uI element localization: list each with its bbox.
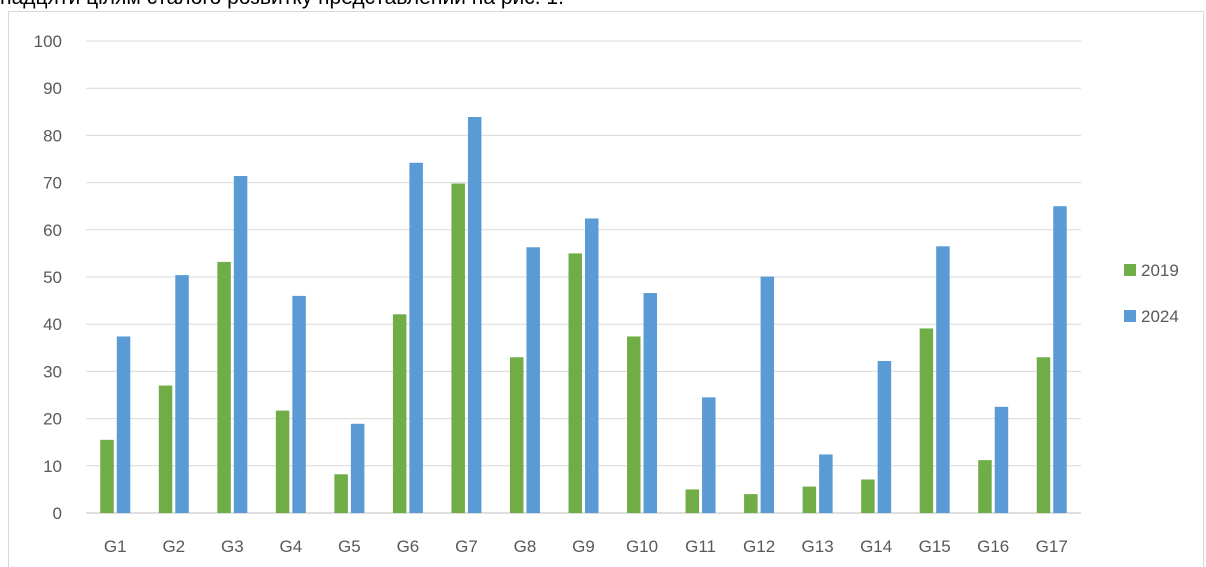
bar-2019-G5 [334,474,348,513]
x-category-label: G15 [919,537,951,556]
bar-2019-G8 [509,357,524,513]
bar-2019-G4 [275,410,290,513]
legend-swatch-2019 [1124,264,1136,276]
x-category-label: G5 [338,537,361,556]
y-tick-label: 100 [34,32,62,51]
bar-2019-G12 [744,494,758,513]
y-tick-label: 0 [53,504,62,523]
bar-2024-G17 [1053,206,1067,513]
bar-2024-G15 [936,246,950,513]
legend-label-2019: 2019 [1141,261,1179,280]
bar-2019-G15 [919,328,934,513]
x-category-label: G17 [1036,537,1068,556]
x-category-label: G8 [514,537,537,556]
bar-2024-G9 [585,218,599,514]
legend-swatch-2024 [1124,310,1136,322]
bar-2019-G16 [978,460,992,513]
y-axis-ticks: 0 10 20 30 40 50 60 70 80 90 100 [34,32,62,523]
bar-2019-G2 [158,385,173,513]
x-category-label: G1 [104,537,127,556]
gridlines [86,40,1081,514]
bar-2019-G13 [802,486,817,513]
bar-2024-G16 [994,406,1009,513]
cut-off-paragraph-text: надцяти цілям сталого розвитку представл… [0,0,564,10]
bar-2024-G2 [175,275,189,513]
x-category-label: G14 [860,537,892,556]
y-tick-label: 10 [43,457,62,476]
x-category-label: G2 [162,537,185,556]
y-tick-label: 80 [43,126,62,145]
y-tick-label: 90 [43,79,62,98]
y-tick-label: 50 [43,268,62,287]
bar-2019-G3 [217,261,231,513]
legend-label-2024: 2024 [1141,307,1179,326]
y-tick-label: 20 [43,410,62,429]
y-tick-label: 60 [43,221,62,240]
bar-2024-G4 [292,295,306,513]
bar-2024-G8 [526,247,540,513]
bar-2019-G14 [861,479,875,513]
x-category-label: G7 [455,537,478,556]
bar-2019-G7 [451,183,465,513]
bar-2019-G10 [627,336,641,513]
y-tick-label: 30 [43,362,62,381]
x-category-label: G11 [685,537,716,556]
bar-2024-G12 [760,276,775,513]
x-axis-categories: G1 G2 G3 G4 G5 G6 G7 G8 G9 G10 G11 G12 G13 G14 G15 G16 G… [104,537,1068,556]
bar-2019-G1 [100,439,114,513]
x-category-label: G4 [280,537,303,556]
bar-2024-G6 [409,162,423,513]
bar-2019-G9 [568,253,582,513]
x-category-label: G3 [221,537,244,556]
x-category-label: G16 [977,537,1009,556]
bar-2024-G11 [702,397,716,513]
bar-2019-G17 [1036,357,1051,513]
x-category-label: G10 [626,537,658,556]
chart-frame [8,11,1204,567]
y-tick-label: 40 [43,315,62,334]
legend: 2019 2024 [1124,261,1179,326]
bar-2024-G7 [467,116,482,513]
bar-2024-G3 [233,175,248,513]
x-category-label: G9 [572,537,595,556]
bar-2019-G6 [392,314,407,513]
x-category-label: G13 [802,537,834,556]
bar-2024-G14 [877,361,892,513]
bar-2019-G11 [685,489,700,513]
x-category-label: G6 [397,537,420,556]
x-category-label: G12 [743,537,775,556]
bars [100,116,1067,514]
bar-2024-G10 [643,293,658,513]
y-tick-label: 70 [43,174,62,193]
bar-2024-G13 [819,454,833,513]
bar-2024-G1 [116,336,131,513]
bar-2024-G5 [350,423,365,513]
